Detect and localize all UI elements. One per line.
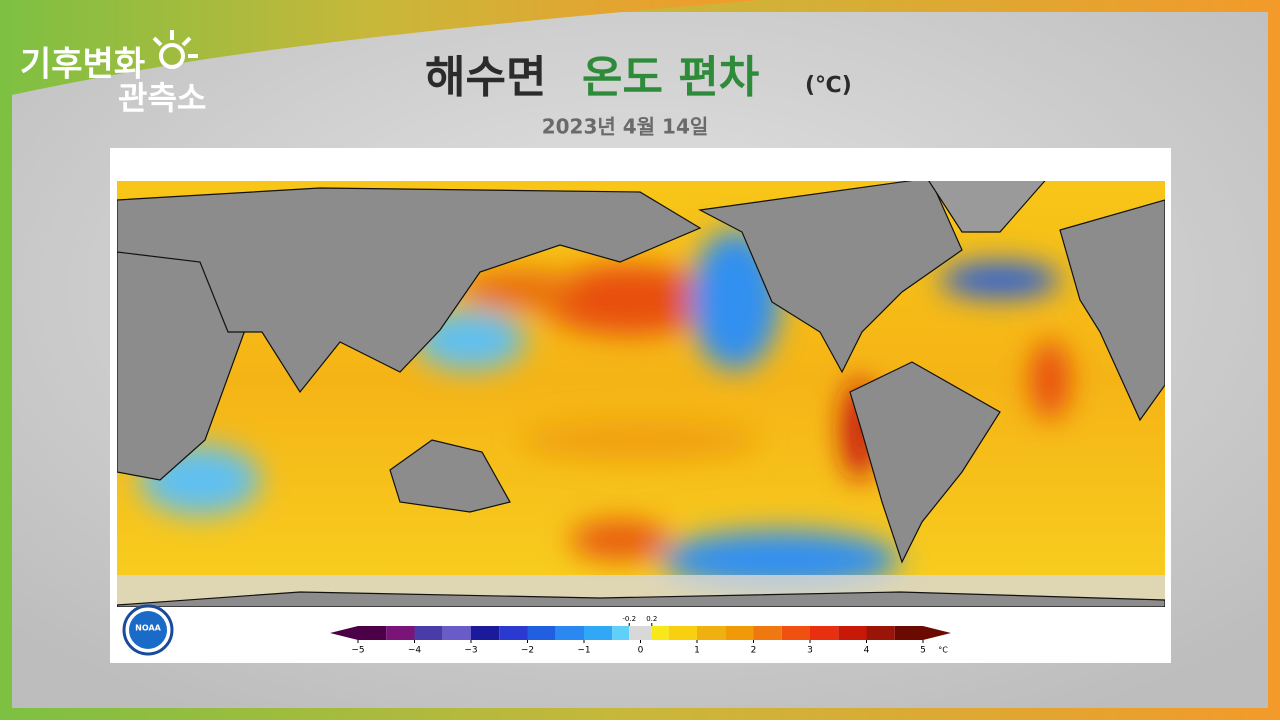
- minor-tick-label: -0.2: [622, 615, 636, 623]
- colorbar-segment: [753, 626, 782, 640]
- source: 자료: NOAA: [1074, 637, 1156, 655]
- land: [117, 174, 1165, 607]
- tick-label: −2: [521, 646, 534, 656]
- colorbar-segment: [442, 626, 471, 640]
- colorbar-arrow: [923, 626, 951, 640]
- logo-text: 관측소: [118, 79, 206, 117]
- tick-label: −3: [464, 646, 477, 656]
- colorbar-segment: [499, 626, 528, 640]
- tick-label: 5: [920, 646, 926, 656]
- colorbar: −5 −4 −3 −2 −1 0 1 2 3 4 5 -0.2 0.2 °C: [330, 615, 951, 656]
- tick-label: 2: [751, 646, 757, 656]
- colorbar-segment: [668, 626, 697, 640]
- colorbar-segment: [358, 626, 387, 640]
- colorbar-segment: [725, 626, 754, 640]
- colorbar-segment: [612, 626, 630, 640]
- tick-label: −4: [408, 646, 422, 656]
- colorbar-segment: [386, 626, 415, 640]
- colorbar-segment: [584, 626, 613, 640]
- colorbar-segment: [894, 626, 923, 640]
- colorbar-segment: [471, 626, 500, 640]
- colorbar-segment: [629, 626, 652, 640]
- title-unit: (℃): [805, 73, 852, 98]
- map: [117, 155, 1165, 607]
- colorbar-segment: [697, 626, 726, 640]
- colorbar-segment: [781, 626, 810, 640]
- date: 2023년 4월 14일: [542, 115, 709, 139]
- tick-label: 1: [694, 646, 700, 656]
- noaa-text: NOAA: [135, 624, 161, 633]
- colorbar-segment: [866, 626, 895, 640]
- colorbar-segment: [555, 626, 584, 640]
- minor-tick-label: 0.2: [646, 615, 657, 623]
- no-data: [117, 155, 1165, 181]
- colorbar-arrow: [330, 626, 358, 640]
- tick-label: 3: [807, 646, 813, 656]
- logo-text: 기후변화: [20, 45, 145, 85]
- title: 온도 편차: [582, 52, 759, 103]
- noaa-logo: NOAA: [122, 604, 174, 656]
- colorbar-segment: [810, 626, 839, 640]
- colorbar-segment: [527, 626, 556, 640]
- colorbar-segment: [838, 626, 867, 640]
- tick-label: −1: [577, 646, 590, 656]
- title: 해수면: [425, 52, 546, 103]
- colorbar-segment: [414, 626, 443, 640]
- tick-label: −5: [351, 646, 364, 656]
- sun-icon: [152, 30, 198, 69]
- tick-label: 4: [864, 646, 870, 656]
- colorbar-unit: °C: [938, 646, 948, 655]
- logo-tab: [0, 0, 760, 95]
- colorbar-segment: [651, 626, 669, 640]
- tick-label: 0: [638, 646, 644, 656]
